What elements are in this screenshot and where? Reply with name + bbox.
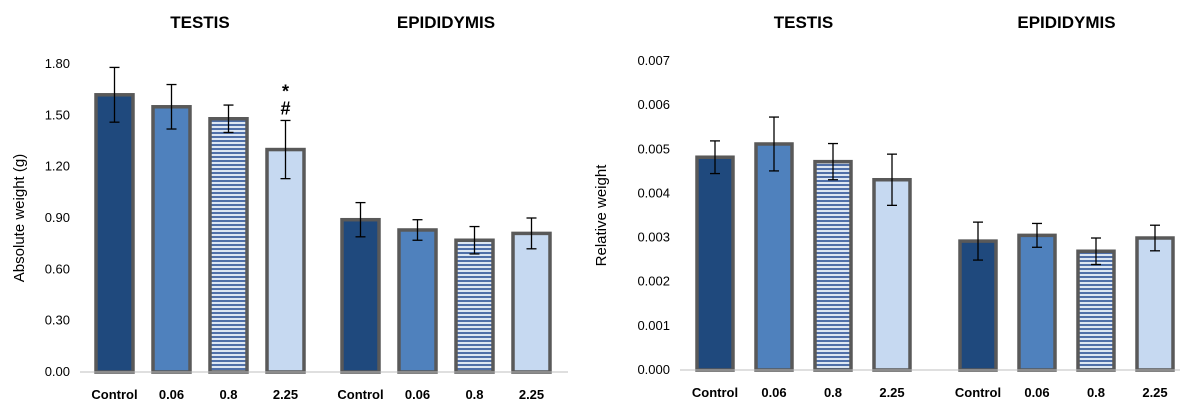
x-tick-label: 2.25 xyxy=(879,385,904,400)
chart-panel-2: 0.000 0.001 0.002 0.003 0.004 0.005 0.006 0.007… xyxy=(593,13,1180,400)
significance-marker: * xyxy=(282,81,289,101)
y-tick-label: 0.90 xyxy=(45,210,70,225)
x-tick-label: 2.25 xyxy=(1142,385,1167,400)
chart-panel-1: 0.00 0.30 0.60 0.90 1.20 1.50 1.80 Absolute wei… xyxy=(11,13,568,402)
x-tick-label: 2.25 xyxy=(273,387,298,402)
bar xyxy=(511,231,552,374)
y-tick-label: 1.80 xyxy=(45,56,70,71)
y-tick-label: 0.005 xyxy=(637,141,670,156)
group-title: EPIDIDYMIS xyxy=(397,13,495,32)
bar xyxy=(340,217,381,374)
group-title: EPIDIDYMIS xyxy=(1017,13,1115,32)
group-title: TESTIS xyxy=(170,13,230,32)
x-tick-label: 0.06 xyxy=(405,387,430,402)
bar xyxy=(94,93,135,374)
y-tick-label: 0.006 xyxy=(637,97,670,112)
bar xyxy=(1076,249,1116,372)
bar xyxy=(754,142,794,372)
x-tick-label: 2.25 xyxy=(519,387,544,402)
bar xyxy=(208,117,249,374)
bar xyxy=(397,228,438,374)
y-tick-label: 0.007 xyxy=(637,53,670,68)
y-tick-label: 0.003 xyxy=(637,230,670,245)
y-tick-label: 0.60 xyxy=(45,261,70,276)
x-tick-label: 0.8 xyxy=(219,387,237,402)
y-axis-title: Absolute weight (g) xyxy=(11,154,28,282)
bar xyxy=(695,155,735,372)
bar xyxy=(454,238,495,374)
bar xyxy=(265,147,306,374)
y-axis-title: Relative weight xyxy=(593,164,610,267)
x-tick-label: 0.06 xyxy=(1024,385,1049,400)
y-tick-label: 0.001 xyxy=(637,318,670,333)
y-tick-label: 1.50 xyxy=(45,107,70,122)
group-title: TESTIS xyxy=(774,13,834,32)
x-tick-label: 0.8 xyxy=(824,385,842,400)
x-tick-label: Control xyxy=(692,385,738,400)
bar xyxy=(1135,236,1175,372)
bar xyxy=(151,105,192,374)
x-tick-label: Control xyxy=(91,387,137,402)
significance-marker: # xyxy=(280,98,290,118)
bar xyxy=(813,159,853,372)
bar xyxy=(1017,233,1057,372)
x-tick-label: Control xyxy=(955,385,1001,400)
y-tick-label: 1.20 xyxy=(45,159,70,174)
bar xyxy=(872,177,912,372)
y-tick-label: 0.002 xyxy=(637,274,670,289)
x-tick-label: 0.06 xyxy=(761,385,786,400)
y-tick-label: 0.004 xyxy=(637,185,670,200)
x-tick-label: 0.8 xyxy=(1087,385,1105,400)
y-tick-label: 0.000 xyxy=(637,362,670,377)
x-tick-label: 0.06 xyxy=(159,387,184,402)
y-tick-label: 0.00 xyxy=(45,364,70,379)
x-tick-label: 0.8 xyxy=(465,387,483,402)
y-tick-label: 0.30 xyxy=(45,313,70,328)
x-tick-label: Control xyxy=(337,387,383,402)
